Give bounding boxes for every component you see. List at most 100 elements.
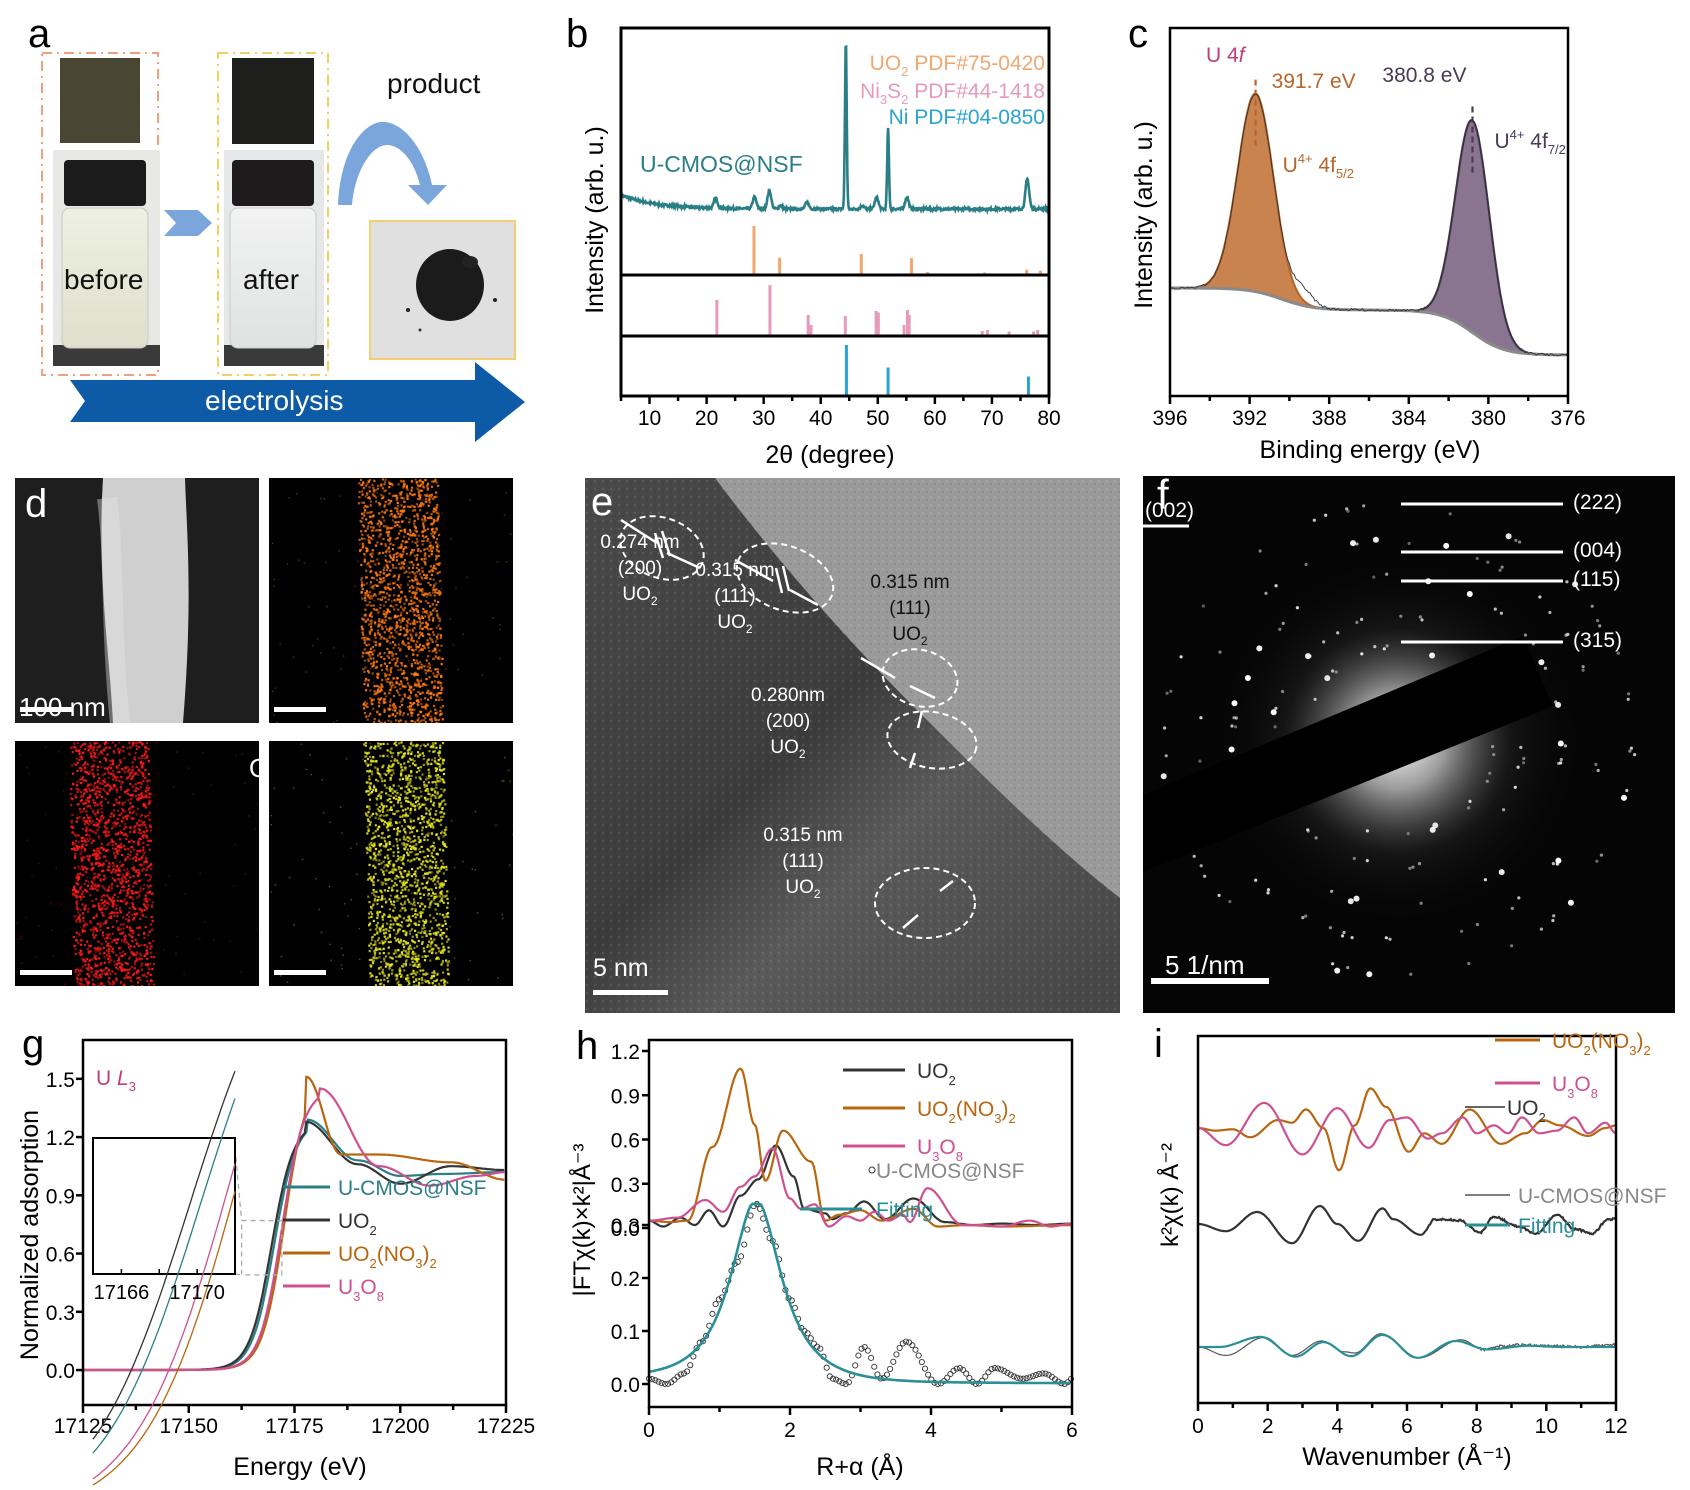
inset-series-2 <box>92 1191 236 1486</box>
legend-label: UO2 <box>917 1060 956 1088</box>
ring-marker-lines <box>1143 502 1563 644</box>
ring-label-315: (315) <box>1573 629 1623 652</box>
ft-data-point <box>855 1352 862 1359</box>
lattice-annotation-5: 0.315 nm (111) UO2 <box>743 823 863 907</box>
legend-label: UO2 <box>1507 1097 1546 1125</box>
ft-data-point <box>1036 1370 1043 1378</box>
diffraction-spot <box>1336 631 1340 635</box>
k-series-1 <box>1197 1101 1617 1156</box>
nanowire-highlight <box>97 496 130 723</box>
inset-tick-label: 17166 <box>94 1282 150 1304</box>
xps-x-axis-label: Binding energy (eV) <box>1260 436 1481 464</box>
xanes-y-axis-label: Normalized adsorption <box>16 1110 44 1360</box>
diffraction-spot <box>1563 744 1567 748</box>
diffraction-spot <box>1406 831 1410 836</box>
xrd-x-tick-label: 30 <box>752 407 775 430</box>
diffraction-spot <box>1538 659 1545 666</box>
ft-data-point <box>744 1226 751 1233</box>
ft-data-point <box>715 1296 722 1303</box>
diffraction-spot <box>1523 633 1527 637</box>
ft-data-point <box>833 1376 840 1383</box>
before-foam <box>60 58 140 143</box>
diffraction-spot <box>1466 591 1473 597</box>
panel-a-illustration <box>41 52 525 442</box>
diffraction-spot <box>1372 575 1376 579</box>
diffraction-spot <box>1388 937 1392 941</box>
lattice-arrows <box>620 518 954 929</box>
miller-index: (111) <box>889 598 931 619</box>
diffraction-spot <box>1467 806 1471 810</box>
diffraction-spot <box>1201 604 1205 608</box>
diffraction-spot <box>1594 762 1598 766</box>
panel-f: f (222) (004) (115) (315) (002) 5 1/nm <box>1143 474 1675 1013</box>
diffraction-spot <box>1328 926 1332 930</box>
xps-peak-label-1: U4+ 4f5/2 <box>1283 151 1354 181</box>
xanes-chart: 17125 17150 17175 17200 17225 0.0 0.3 0.6 0.9 1.2… <box>16 1038 535 1486</box>
xps-annotation-1: 391.7 eV <box>1272 70 1356 93</box>
diffraction-spot <box>1505 533 1512 540</box>
diffraction-spot <box>1626 697 1630 701</box>
xanes-title: U L3 <box>96 1067 136 1094</box>
diffraction-spot <box>1468 799 1472 803</box>
ft-data-point <box>842 1380 849 1388</box>
ft-data-point <box>664 1380 672 1387</box>
ft-data-point <box>956 1365 963 1372</box>
inset-tick-label: 17170 <box>169 1282 225 1304</box>
diffraction-spot <box>1169 689 1173 693</box>
panel-e: e 0.274 nm (200) UO2 0.315 nm (111) UO2 0.315 … <box>585 478 1120 1013</box>
ft-data-point <box>712 1301 719 1308</box>
ft-data-point <box>871 1363 878 1370</box>
xrd-x-tick-label: 40 <box>809 407 832 430</box>
legend-label: UO2(NO3)2 <box>1552 1030 1651 1058</box>
diffraction-spot <box>1346 509 1350 513</box>
k-x-tick-label: 4 <box>1331 1415 1343 1438</box>
ring-label-222: (222) <box>1573 491 1623 514</box>
diffraction-spot <box>1314 836 1318 840</box>
diffraction-spot <box>1417 862 1422 866</box>
ft-data-point <box>649 1376 656 1383</box>
diffraction-spot <box>1234 725 1238 729</box>
diffraction-spot <box>1266 888 1271 892</box>
diffraction-spot <box>1521 761 1526 765</box>
legend-label: UO2(NO3)2 <box>917 1098 1016 1126</box>
diffraction-spot <box>1274 706 1278 710</box>
xrd-ref-uo2: UO2 PDF#75-0420 <box>870 52 1045 79</box>
diffraction-spot <box>1228 746 1235 753</box>
xrd-x-tick-label: 20 <box>695 407 718 430</box>
k-space-x-axis-label: Wavenumber (Å⁻¹) <box>1302 1441 1512 1471</box>
diffraction-spot <box>1160 773 1167 780</box>
panel-a: a before after product electrolysis <box>0 0 540 450</box>
eds-signal <box>270 741 513 986</box>
phase: UO2 <box>892 624 928 648</box>
xanes-x-axis-label: Energy (eV) <box>233 1453 366 1481</box>
panel-label-e: e <box>591 480 614 524</box>
scale-bar <box>274 970 326 975</box>
diffraction-spot <box>1312 518 1316 522</box>
lattice-region-3 <box>881 648 959 708</box>
d-spacing: 0.280nm <box>751 685 825 706</box>
diffraction-spot <box>1305 653 1311 660</box>
diffraction-spot <box>1629 746 1633 750</box>
diffraction-spot <box>1513 785 1517 789</box>
ft-data-point <box>994 1365 1002 1372</box>
diffraction-spot <box>1485 779 1489 783</box>
ft-data-point <box>655 1378 662 1385</box>
ft-data-point <box>963 1370 970 1377</box>
diffraction-spot <box>1565 580 1569 584</box>
diffraction-spot <box>1372 536 1379 543</box>
diffraction-spot <box>1273 725 1277 729</box>
lattice-region-1 <box>619 515 705 581</box>
diffraction-spot <box>1514 538 1518 542</box>
xanes-zoom-region <box>240 1219 283 1276</box>
xanes-x-tick-label: 17225 <box>477 1415 535 1438</box>
diffraction-spot <box>1266 891 1270 895</box>
diffraction-spot <box>1218 650 1222 654</box>
ft-data-point <box>699 1338 706 1345</box>
diffraction-spot <box>1559 757 1563 762</box>
diffraction-spot <box>1342 930 1346 935</box>
diffraction-spot <box>1362 504 1366 508</box>
xanes-series-3 <box>83 1087 505 1372</box>
xrd-ref-ni3s2: Ni3S2 PDF#44-1418 <box>860 80 1045 107</box>
diffraction-spot <box>1486 560 1490 564</box>
